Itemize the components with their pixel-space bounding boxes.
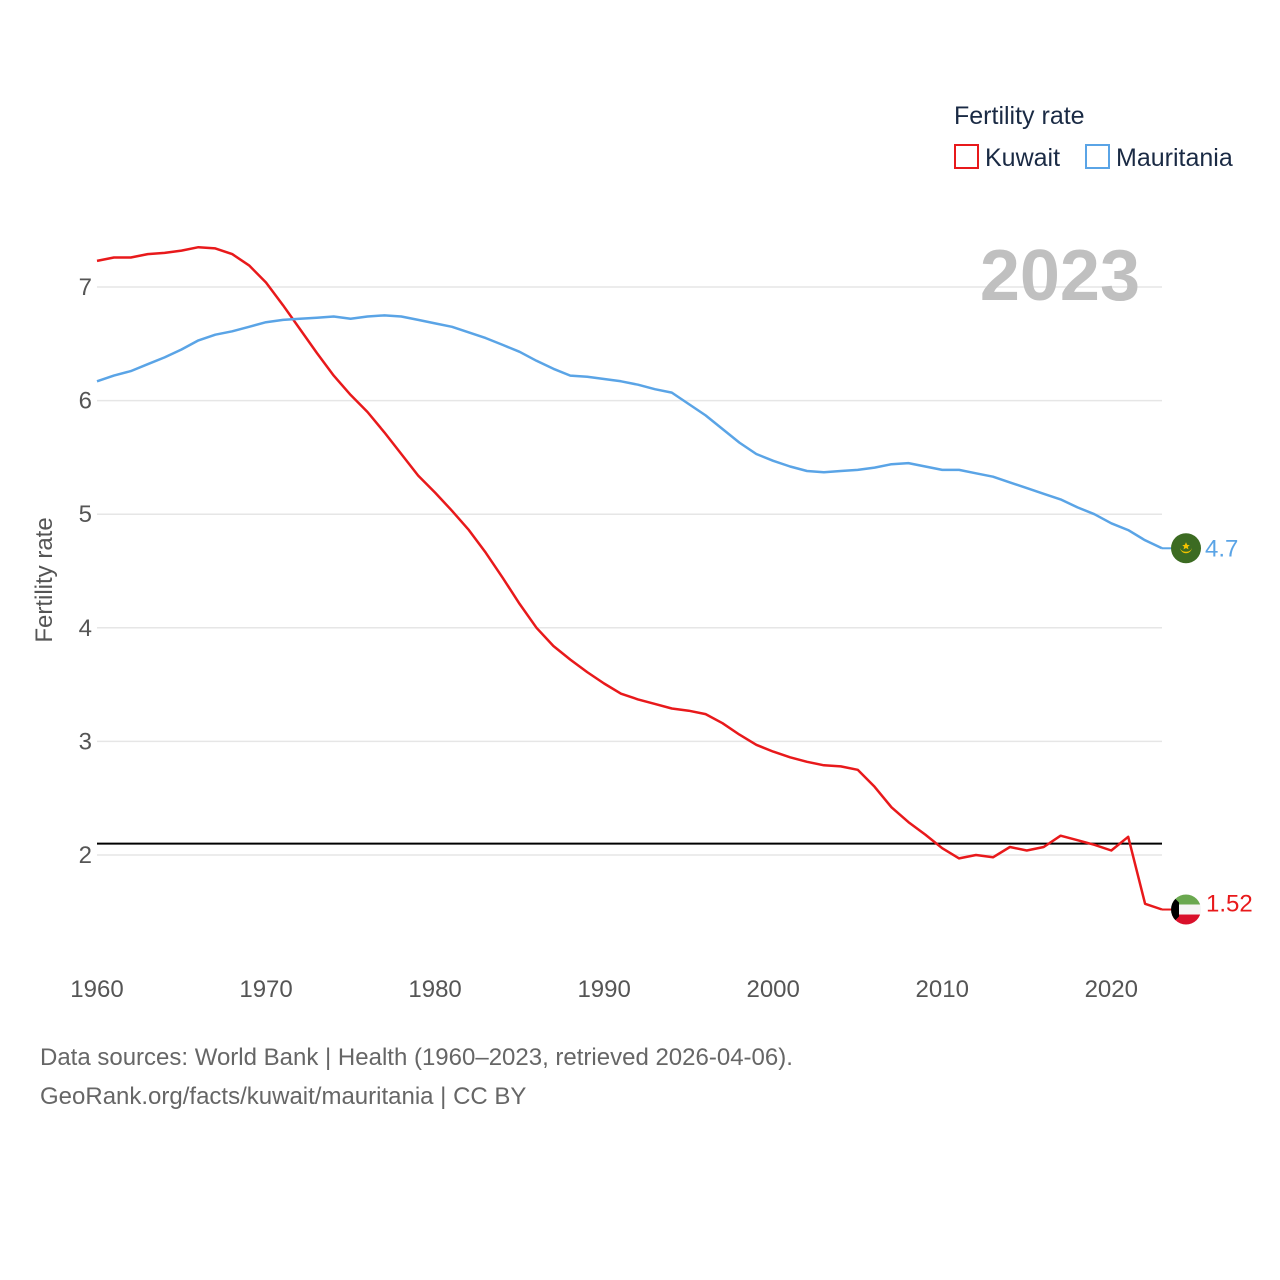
- series-line-kuwait: [96, 245, 1163, 911]
- series-line-mauritania: [96, 314, 1163, 550]
- x-tick-label: 1980: [408, 976, 461, 1003]
- kuwait-flag-red: [1171, 914, 1201, 925]
- year-label: 2023: [980, 236, 1140, 316]
- y-tick-label: 7: [79, 274, 92, 301]
- x-tick-label: 1990: [577, 976, 630, 1003]
- legend-item-kuwait[interactable]: Kuwait: [954, 144, 1060, 172]
- mauritania-end-value: 4.7: [1205, 535, 1238, 562]
- kuwait-flag-icon: [1171, 894, 1201, 925]
- legend-label-kuwait: Kuwait: [985, 144, 1060, 172]
- y-tick-label: 3: [79, 728, 92, 755]
- mauritania-flag-icon: [1171, 533, 1201, 564]
- x-tick-label: 1960: [70, 976, 123, 1003]
- gridlines: [97, 286, 1162, 856]
- legend-swatch-mauritania: [1085, 144, 1110, 169]
- x-tick-label: 2000: [746, 976, 799, 1003]
- kuwait-flag-white: [1171, 904, 1201, 915]
- y-tick-label: 4: [79, 615, 92, 642]
- y-tick-label: 5: [79, 501, 92, 528]
- series-lines: [96, 245, 1171, 911]
- y-axis-ticks: 2 3 4 5 6 7: [79, 274, 92, 869]
- legend-swatch-kuwait: [954, 144, 979, 169]
- x-axis-ticks: 1960 1970 1980 1990 2000 2010 2020: [70, 976, 1138, 1003]
- legend-item-mauritania[interactable]: Mauritania: [1085, 144, 1233, 172]
- x-tick-label: 2020: [1085, 976, 1138, 1003]
- kuwait-end-value: 1.52: [1206, 891, 1253, 918]
- source-note: Data sources: World Bank | Health (1960–…: [40, 1044, 793, 1071]
- y-axis-label: Fertility rate: [31, 517, 58, 642]
- y-tick-label: 2: [79, 842, 92, 869]
- x-tick-label: 1970: [239, 976, 292, 1003]
- legend: Fertility rate Kuwait Mauritania: [954, 102, 1233, 172]
- credit-link[interactable]: GeoRank.org/facts/kuwait/mauritania | CC…: [40, 1083, 527, 1110]
- legend-title: Fertility rate: [954, 102, 1085, 130]
- kuwait-flag-green: [1171, 894, 1201, 905]
- y-tick-label: 6: [79, 388, 92, 415]
- legend-label-mauritania: Mauritania: [1116, 144, 1233, 172]
- x-tick-label: 2010: [916, 976, 969, 1003]
